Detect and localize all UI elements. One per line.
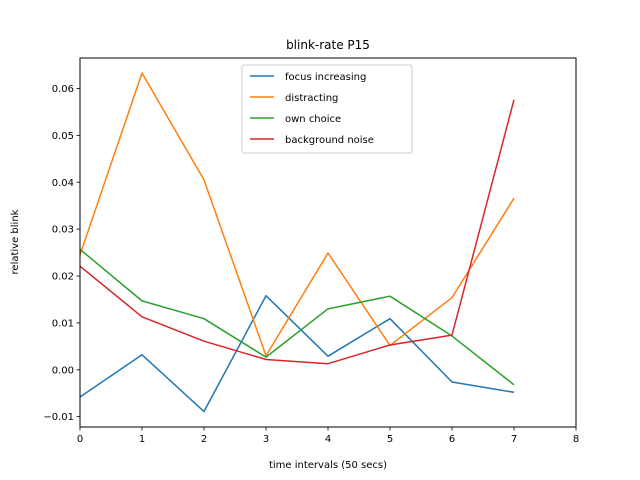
y-tick-label: 0.00 bbox=[52, 365, 74, 376]
x-tick-label: 0 bbox=[77, 434, 83, 445]
y-axis-label: relative blink bbox=[10, 209, 21, 274]
x-tick-label: 7 bbox=[511, 434, 517, 445]
y-tick-label: 0.03 bbox=[52, 225, 74, 236]
x-axis-label: time intervals (50 secs) bbox=[269, 460, 387, 471]
y-tick-label: 0.02 bbox=[52, 272, 74, 283]
series-line-1 bbox=[79, 72, 515, 357]
legend-box bbox=[241, 64, 413, 154]
axis-ticks: 0 1 2 3 4 5 6 7 8 −0.01 0.00 0.01 0.02 0.03 0.04 0.05 0.… bbox=[43, 84, 579, 445]
x-tick-label: 2 bbox=[201, 434, 207, 445]
x-tick-label: 1 bbox=[139, 434, 145, 445]
y-tick-label: 0.06 bbox=[52, 84, 74, 95]
series-line-2 bbox=[79, 248, 515, 386]
legend-label: own choice bbox=[285, 114, 341, 125]
y-tick-label: −0.01 bbox=[43, 412, 74, 423]
plot-frame bbox=[79, 57, 577, 428]
legend-label: distracting bbox=[285, 93, 338, 104]
chart-title: blink-rate P15 bbox=[286, 38, 370, 52]
x-tick-label: 5 bbox=[387, 434, 393, 445]
y-tick-label: 0.05 bbox=[52, 131, 74, 142]
legend-label: background noise bbox=[285, 135, 374, 146]
y-tick-label: 0.04 bbox=[52, 178, 74, 189]
series-line-3 bbox=[79, 99, 515, 365]
x-tick-label: 6 bbox=[449, 434, 455, 445]
x-tick-label: 3 bbox=[263, 434, 269, 445]
y-tick-label: 0.01 bbox=[52, 318, 74, 329]
legend: focus increasing distracting own choice bac… bbox=[241, 64, 413, 154]
x-tick-label: 4 bbox=[325, 434, 331, 445]
series-line-0 bbox=[79, 294, 515, 413]
series-lines bbox=[79, 72, 515, 413]
legend-label: focus increasing bbox=[285, 72, 366, 83]
x-tick-label: 8 bbox=[573, 434, 579, 445]
